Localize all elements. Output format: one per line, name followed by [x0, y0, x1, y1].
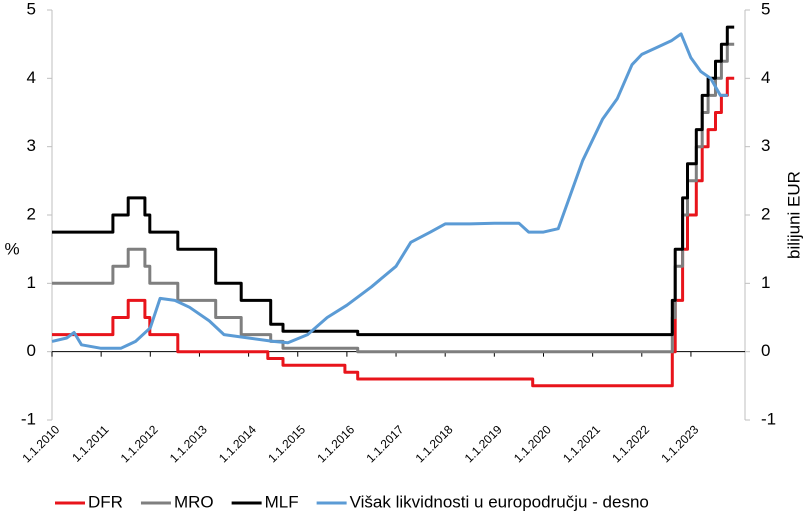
series-line — [51, 32, 728, 350]
legend-label: MRO — [174, 492, 214, 511]
x-tick-label: 1.1.2014 — [216, 422, 259, 465]
x-tick-label: 1.1.2019 — [462, 422, 505, 465]
y2-tick-label: 0 — [761, 341, 770, 360]
x-tick-label: 1.1.2018 — [413, 422, 456, 465]
x-tick-label: 1.1.2020 — [511, 422, 554, 465]
series-line — [52, 76, 735, 388]
y2-axis-label: bilijuni EUR — [784, 171, 803, 259]
series-line — [52, 42, 735, 354]
x-tick-label: 1.1.2023 — [658, 422, 701, 465]
y-tick-label: 3 — [27, 136, 36, 155]
y-tick-label: -1 — [21, 409, 36, 428]
y-tick-label: 0 — [27, 341, 36, 360]
x-tick-label: 1.1.2010 — [19, 422, 62, 465]
y2-tick-label: 4 — [761, 68, 770, 87]
x-tick-label: 1.1.2021 — [560, 422, 603, 465]
y-tick-label: 4 — [27, 68, 36, 87]
series-line — [52, 25, 735, 337]
legend-label: DFR — [88, 492, 123, 511]
y2-tick-label: 3 — [761, 136, 770, 155]
x-tick-label: 1.1.2022 — [609, 422, 652, 465]
x-tick-label: 1.1.2015 — [265, 422, 308, 465]
y-tick-label: 1 — [27, 273, 36, 292]
x-tick-label: 1.1.2013 — [167, 422, 210, 465]
legend-label: Višak likvidnosti u europodručju - desno — [350, 492, 649, 511]
y-tick-label: 5 — [27, 0, 36, 18]
y2-tick-label: -1 — [761, 409, 776, 428]
y2-tick-label: 2 — [761, 204, 770, 223]
x-tick-label: 1.1.2016 — [314, 422, 357, 465]
x-tick-label: 1.1.2017 — [363, 422, 406, 465]
y2-tick-label: 1 — [761, 273, 770, 292]
legend-label: MLF — [265, 492, 299, 511]
y-axis-label: % — [4, 239, 19, 258]
y2-tick-label: 5 — [761, 0, 770, 18]
y-tick-label: 2 — [27, 204, 36, 223]
x-tick-label: 1.1.2012 — [118, 422, 161, 465]
x-tick-label: 1.1.2011 — [69, 422, 112, 465]
